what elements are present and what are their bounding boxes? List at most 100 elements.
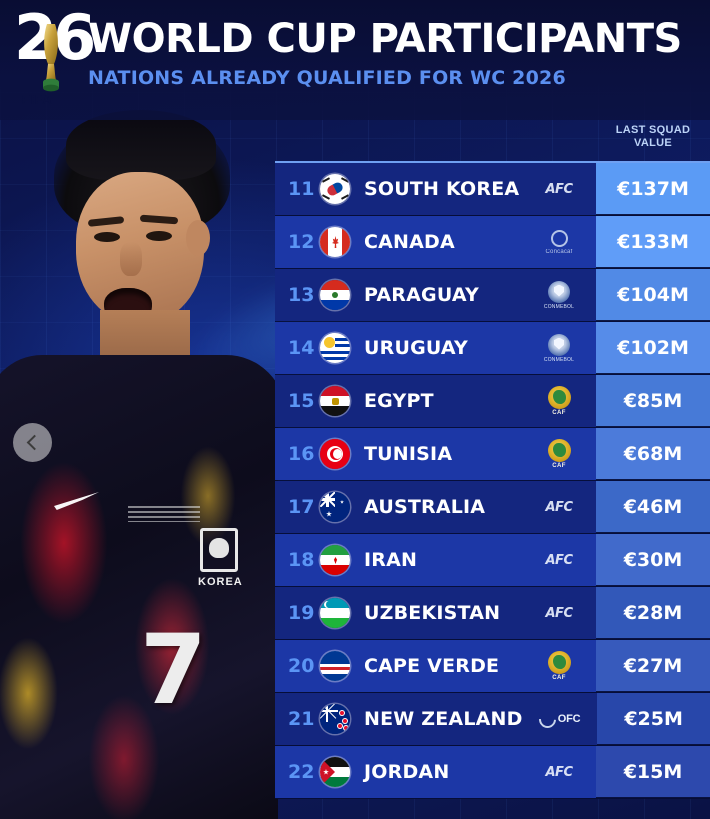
table-row[interactable]: 12 CANADA Concacaf €133M <box>275 216 710 269</box>
confederation-badge: CAF <box>522 375 596 427</box>
rank-number: 19 <box>288 602 315 624</box>
table-row-main: 17 AUSTRALIA AFC <box>275 481 596 533</box>
player-nose <box>120 242 142 276</box>
rank-number: 17 <box>288 496 315 518</box>
squad-value: €68M <box>596 428 710 480</box>
country-flag-icon <box>320 545 350 575</box>
fifa-wordmark: FIFA <box>22 92 53 107</box>
table-row-main: 20 CAPE VERDE CAF <box>275 640 596 692</box>
page-header: 26 FIFA WORLD CUP PARTICIPANTS NATIONS A… <box>0 0 710 120</box>
fifa-world-cup-2026-logo: 26 FIFA <box>14 7 96 114</box>
confederation-badge: OFC <box>523 693 597 745</box>
table-row-main: 14 URUGUAY CONMEBOL <box>275 322 596 374</box>
jersey-number: 7 <box>140 614 207 726</box>
player-hair-top <box>66 110 216 180</box>
table-row[interactable]: 16 TUNISIA CAF €68M <box>275 428 710 481</box>
confederation-badge: Concacaf <box>522 216 596 268</box>
page-subtitle: NATIONS ALREADY QUALIFIED FOR WC 2026 <box>88 67 566 89</box>
tiger-face-icon <box>209 538 229 558</box>
squad-value: €104M <box>596 269 710 321</box>
confederation-badge: CAF <box>522 640 596 692</box>
squad-value: €28M <box>596 587 710 639</box>
table-row[interactable]: 22 JORDAN AFC €15M <box>275 746 710 799</box>
table-row-main: 15 EGYPT CAF <box>275 375 596 427</box>
confederation-logo-caf <box>547 386 571 409</box>
table-row[interactable]: 14 URUGUAY CONMEBOL €102M <box>275 322 710 375</box>
country-name: TUNISIA <box>364 443 453 465</box>
table-row[interactable]: 11 SOUTH KOREA AFC €137M <box>275 163 710 216</box>
header-text-block: WORLD CUP PARTICIPANTS NATIONS ALREADY Q… <box>88 16 682 89</box>
player-photo: KOREA 7 <box>0 110 278 819</box>
confederation-badge: AFC <box>522 163 596 215</box>
table-row[interactable]: 18 IRAN AFC €30M <box>275 534 710 587</box>
country-flag-icon <box>320 174 350 204</box>
country-name: CANADA <box>364 231 455 253</box>
squad-value: €102M <box>596 322 710 374</box>
confederation-badge: CAF <box>522 428 596 480</box>
squad-value: €137M <box>596 163 710 215</box>
confederation-logo-afc: AFC <box>545 552 573 568</box>
country-flag-icon <box>320 492 350 522</box>
rank-number: 18 <box>288 549 315 571</box>
confederation-logo-ofc: OFC <box>535 706 581 732</box>
table-top-border <box>275 161 710 163</box>
country-name: JORDAN <box>364 761 450 783</box>
country-flag-icon <box>320 757 350 787</box>
country-name: EGYPT <box>364 390 434 412</box>
jersey-country-label: KOREA <box>198 576 243 588</box>
country-flag-icon <box>320 439 350 469</box>
squad-value: €46M <box>596 481 710 533</box>
previous-slide-button[interactable] <box>13 423 52 462</box>
country-name: URUGUAY <box>364 337 468 359</box>
country-flag-icon <box>320 333 350 363</box>
country-flag-icon <box>320 598 350 628</box>
table-row[interactable]: 17 AUSTRALIA AFC €46M <box>275 481 710 534</box>
table-row-main: 12 CANADA Concacaf <box>275 216 596 268</box>
confederation-badge: CONMEBOL <box>522 269 596 321</box>
table-row-main: 11 SOUTH KOREA AFC <box>275 163 596 215</box>
table-row-main: 22 JORDAN AFC <box>275 746 596 798</box>
country-name: UZBEKISTAN <box>364 602 501 624</box>
table-row[interactable]: 21 NEW ZEALAND OFC €25M <box>275 693 710 746</box>
table-row[interactable]: 19 UZBEKISTAN AFC €28M <box>275 587 710 640</box>
confederation-logo-conmebol <box>548 280 570 303</box>
squad-value: €133M <box>596 216 710 268</box>
confederation-logo-concacaf <box>550 229 568 247</box>
player-eye-left <box>94 232 120 242</box>
squad-value: €30M <box>596 534 710 586</box>
table-row-main: 16 TUNISIA CAF <box>275 428 596 480</box>
table-row[interactable]: 15 EGYPT CAF €85M <box>275 375 710 428</box>
table-row-main: 19 UZBEKISTAN AFC <box>275 587 596 639</box>
table-row-main: 13 PARAGUAY CONMEBOL <box>275 269 596 321</box>
table-row-main: 18 IRAN AFC <box>275 534 596 586</box>
confederation-badge: AFC <box>522 746 596 798</box>
confederation-badge: AFC <box>522 587 596 639</box>
country-name: AUSTRALIA <box>364 496 486 518</box>
jersey-text-print <box>128 506 200 522</box>
country-name: NEW ZEALAND <box>364 708 523 730</box>
table-row[interactable]: 13 PARAGUAY CONMEBOL €104M <box>275 269 710 322</box>
table-body: 11 SOUTH KOREA AFC €137M 12 CANADA Concacaf €13… <box>275 163 710 799</box>
rankings-table: 11 SOUTH KOREA AFC €137M 12 CANADA Concacaf €13… <box>275 161 710 799</box>
confederation-logo-conmebol <box>548 333 570 356</box>
player-eye-right <box>146 231 172 241</box>
confederation-badge: AFC <box>522 481 596 533</box>
rank-number: 11 <box>288 178 315 200</box>
squad-value: €15M <box>596 746 710 798</box>
country-name: IRAN <box>364 549 418 571</box>
confederation-logo-afc: AFC <box>545 499 573 515</box>
rank-number: 22 <box>288 761 315 783</box>
country-name: PARAGUAY <box>364 284 479 306</box>
rank-number: 15 <box>288 390 315 412</box>
country-name: SOUTH KOREA <box>364 178 520 200</box>
country-flag-icon <box>320 651 350 681</box>
country-flag-icon <box>320 704 350 734</box>
rank-number: 20 <box>288 655 315 677</box>
table-row[interactable]: 20 CAPE VERDE CAF €27M <box>275 640 710 693</box>
squad-value: €27M <box>596 640 710 692</box>
table-row-main: 21 NEW ZEALAND OFC <box>275 693 597 745</box>
rank-number: 21 <box>288 708 315 730</box>
squad-value: €25M <box>596 693 710 745</box>
rank-number: 12 <box>288 231 315 253</box>
confederation-logo-afc: AFC <box>545 605 573 621</box>
